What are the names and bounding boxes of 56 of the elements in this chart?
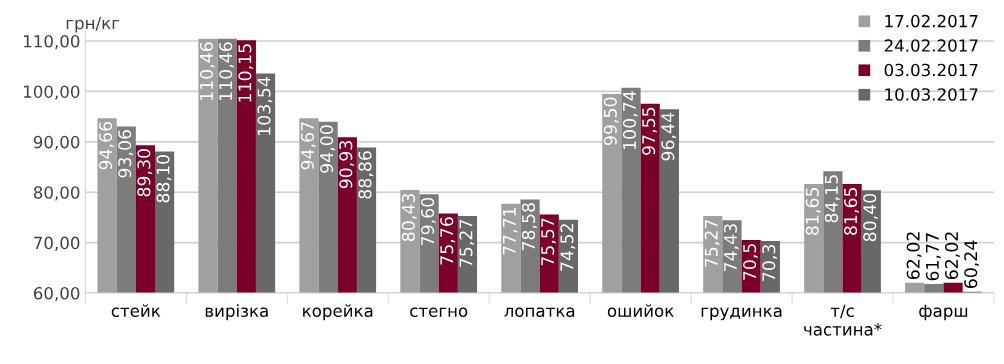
data-label: 89,30 [137,149,153,197]
data-label: 62,02 [906,232,922,280]
data-label: 61,77 [925,233,941,281]
y-tick-label: 110,00 [23,34,80,50]
x-tick-label: корейка [303,304,373,321]
data-label: 60,24 [964,240,980,289]
legend-label: 17.02.2017 [885,14,978,28]
data-label: 94,66 [98,121,114,170]
y-tick-label: 100,00 [23,85,80,100]
data-label: 80,43 [401,193,417,242]
x-tick-label: грудинка [701,307,782,321]
data-label: 110,46 [199,42,215,101]
y-axis-title: грн/кг [66,16,120,33]
y-tick-label: 80,00 [33,186,80,201]
data-label: 97,55 [642,107,658,155]
data-label: 75,27 [459,220,475,267]
data-label: 81,65 [805,187,821,235]
data-label: 94,00 [320,125,335,173]
legend-label: 24.02.2017 [884,39,978,52]
data-label: 110,46 [219,42,234,101]
y-tick-label: 70,00 [34,236,80,251]
data-label: 93,06 [118,130,134,178]
y-tick-label: 90,00 [33,135,80,151]
y-tick-label: 60,00 [33,286,80,302]
x-tick-label: вирізка [205,304,268,321]
legend-label: 03.03.2017 [884,63,978,77]
data-label: 84,15 [824,175,840,223]
data-label: 70,3 [762,245,778,281]
x-tick-label: стегно [410,307,468,318]
data-label: 74,52 [560,224,576,271]
data-label: 88,10 [156,155,172,203]
data-label: 94,67 [300,122,316,170]
data-label: 100,74 [622,91,638,150]
data-label: 103,54 [257,77,273,135]
x-tick-label: т/с частина* [804,304,882,336]
data-label: 77,71 [503,207,518,255]
data-label: 81,65 [844,187,859,235]
x-tick-label: фарш [919,304,968,321]
data-label: 79,60 [421,197,436,246]
data-label: 90,93 [339,141,355,189]
data-label: 62,02 [944,232,960,280]
x-tick-label: лопатка [504,307,575,318]
data-label: 75,76 [440,217,456,265]
data-label: 110,15 [238,44,254,102]
data-label: 99,50 [603,97,619,146]
data-label: 74,43 [723,224,739,272]
legend-label: 10.03.2017 [885,88,978,101]
data-label: 70,5 [743,244,758,280]
x-tick-label: ошийок [607,304,674,318]
data-label: 78,58 [521,203,537,251]
x-tick-label: стейк [111,304,161,318]
data-label: 75,57 [541,218,557,266]
data-label: 88,86 [358,151,374,199]
data-label: 96,44 [661,112,677,161]
data-label: 80,40 [863,193,879,242]
data-label: 75,27 [704,220,720,267]
